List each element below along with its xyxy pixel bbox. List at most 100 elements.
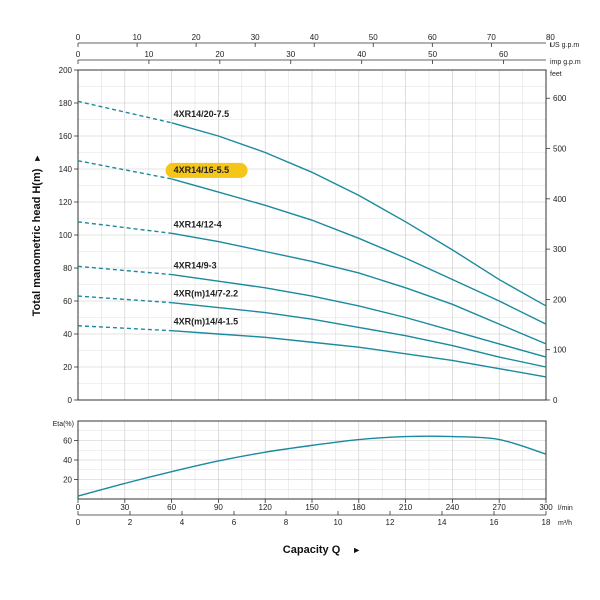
head-curve-solid-segment (171, 122, 547, 307)
us-gpm-tick-label: 70 (487, 33, 496, 42)
lpm-tick-label: 240 (446, 503, 460, 512)
head-y-tick-label: 200 (59, 66, 73, 75)
m3h-tick-label: 0 (76, 518, 81, 527)
head-y-axis-title: Total manometric head H(m) ► (31, 154, 43, 317)
head-curve-3: 4XR14/12-4 (77, 219, 547, 345)
imp-gpm-tick-label: 0 (76, 50, 81, 59)
head-curve-dashed-segment (77, 325, 172, 332)
feet-y-tick-label: 600 (553, 94, 567, 103)
imp-gpm-tick-label: 30 (286, 50, 295, 59)
eta-y-tick-label: 40 (63, 456, 72, 465)
lpm-tick-label: 0 (76, 503, 81, 512)
lpm-tick-label: 210 (399, 503, 413, 512)
lpm-tick-label: 300 (539, 503, 553, 512)
m3h-tick-label: 6 (232, 518, 237, 527)
imp-gpm-tick-label: 40 (357, 50, 366, 59)
eta-axis-label: Eta(%) (53, 421, 74, 428)
head-curve-solid-segment (171, 301, 547, 368)
imp-gpm-tick-label: 10 (144, 50, 153, 59)
lpm-tick-label: 30 (120, 503, 129, 512)
head-curve-2: 4XR14/16-5.5 (77, 160, 547, 325)
feet-y-tick-label: 100 (553, 346, 567, 355)
feet-y-tick-label: 500 (553, 145, 567, 154)
eta-y-tick-label: 60 (63, 437, 72, 446)
curves-layer: 4XR14/20-7.5 4XR14/16-5.5 4XR14/12-4 4XR14/… (77, 100, 547, 497)
head-y-tick-label: 180 (59, 99, 73, 108)
head-curve-solid-segment (171, 178, 547, 325)
head-curve-label: 4XR14/20-7.5 (174, 109, 230, 119)
head-y-tick-label: 20 (63, 363, 72, 372)
head-curve-dashed-segment (77, 100, 172, 124)
feet-y-tick-label: 200 (553, 295, 567, 304)
head-y-tick-label: 160 (59, 132, 73, 141)
tick-marks (74, 42, 551, 516)
imp-gpm-tick-label: 50 (428, 50, 437, 59)
head-y-tick-label: 140 (59, 165, 73, 174)
lpm-unit: l/min (558, 505, 573, 512)
head-curve-4: 4XR14/9-3 (77, 261, 547, 358)
lpm-tick-label: 150 (305, 503, 319, 512)
highlight-pill (165, 162, 248, 178)
head-curve-dashed-segment (77, 265, 172, 276)
grid-lines (78, 70, 546, 499)
us-gpm-tick-label: 10 (133, 33, 142, 42)
head-curve-6: 4XR(m)14/4-1.5 (77, 317, 547, 378)
m3h-tick-label: 16 (490, 518, 499, 527)
head-curve-label: 4XR14/16-5.5 (174, 165, 230, 175)
head-curve-1: 4XR14/20-7.5 (77, 100, 547, 307)
head-y-axis-title-text: Total manometric head H(m) (31, 168, 43, 316)
head-curve-dashed-segment (77, 295, 172, 304)
lpm-tick-label: 120 (259, 503, 273, 512)
head-curve-label: 4XR14/12-4 (174, 219, 222, 229)
us-gpm-unit: US g.p.m (550, 42, 579, 49)
head-y-tick-label: 0 (68, 396, 73, 405)
lpm-tick-label: 180 (352, 503, 366, 512)
head-curve-dashed-segment (77, 221, 172, 235)
capacity-axis-title-text: Capacity Q (283, 544, 341, 556)
lpm-tick-label: 90 (214, 503, 223, 512)
us-gpm-tick-label: 50 (369, 33, 378, 42)
imp-gpm-unit: imp g.p.m (550, 59, 581, 66)
head-curve-dashed-segment (77, 160, 172, 180)
head-curve-label: 4XR(m)14/4-1.5 (174, 317, 239, 327)
us-gpm-tick-label: 40 (310, 33, 319, 42)
head-y-axis-arrow: ► (32, 154, 42, 163)
us-gpm-tick-label: 80 (546, 33, 555, 42)
eta-y-tick-label: 20 (63, 476, 72, 485)
us-gpm-tick-label: 60 (428, 33, 437, 42)
m3h-tick-label: 18 (542, 518, 551, 527)
lpm-tick-label: 60 (167, 503, 176, 512)
efficiency-curve (77, 435, 547, 497)
feet-y-tick-label: 300 (553, 245, 567, 254)
feet-y-tick-label: 0 (553, 396, 558, 405)
head-curve-solid-segment (171, 273, 547, 358)
m3h-tick-label: 2 (128, 518, 133, 527)
head-curve-solid-segment (171, 330, 547, 378)
capacity-axis-arrow: ► (352, 545, 361, 555)
head-y-tick-label: 80 (63, 264, 72, 273)
imp-gpm-tick-label: 20 (215, 50, 224, 59)
feet-y-tick-label: 400 (553, 195, 567, 204)
head-y-tick-label: 120 (59, 198, 73, 207)
feet-unit-label: feet (550, 71, 562, 78)
head-y-tick-label: 60 (63, 297, 72, 306)
us-gpm-tick-label: 30 (251, 33, 260, 42)
us-gpm-tick-label: 0 (76, 33, 81, 42)
head-curve-solid-segment (171, 232, 547, 345)
head-curve-5: 4XR(m)14/7-2.2 (77, 289, 547, 368)
head-y-tick-label: 40 (63, 330, 72, 339)
capacity-axis-title: Capacity Q ► (283, 544, 361, 556)
m3h-unit: m³/h (558, 520, 572, 527)
m3h-tick-label: 10 (334, 518, 343, 527)
imp-gpm-tick-label: 60 (499, 50, 508, 59)
m3h-tick-label: 14 (438, 518, 447, 527)
head-curve-label: 4XR14/9-3 (174, 261, 217, 271)
m3h-tick-label: 4 (180, 518, 185, 527)
us-gpm-tick-label: 20 (192, 33, 201, 42)
lpm-tick-label: 270 (493, 503, 507, 512)
m3h-tick-label: 12 (386, 518, 395, 527)
head-y-axis-title-group: Total manometric head H(m) ► (31, 154, 43, 317)
